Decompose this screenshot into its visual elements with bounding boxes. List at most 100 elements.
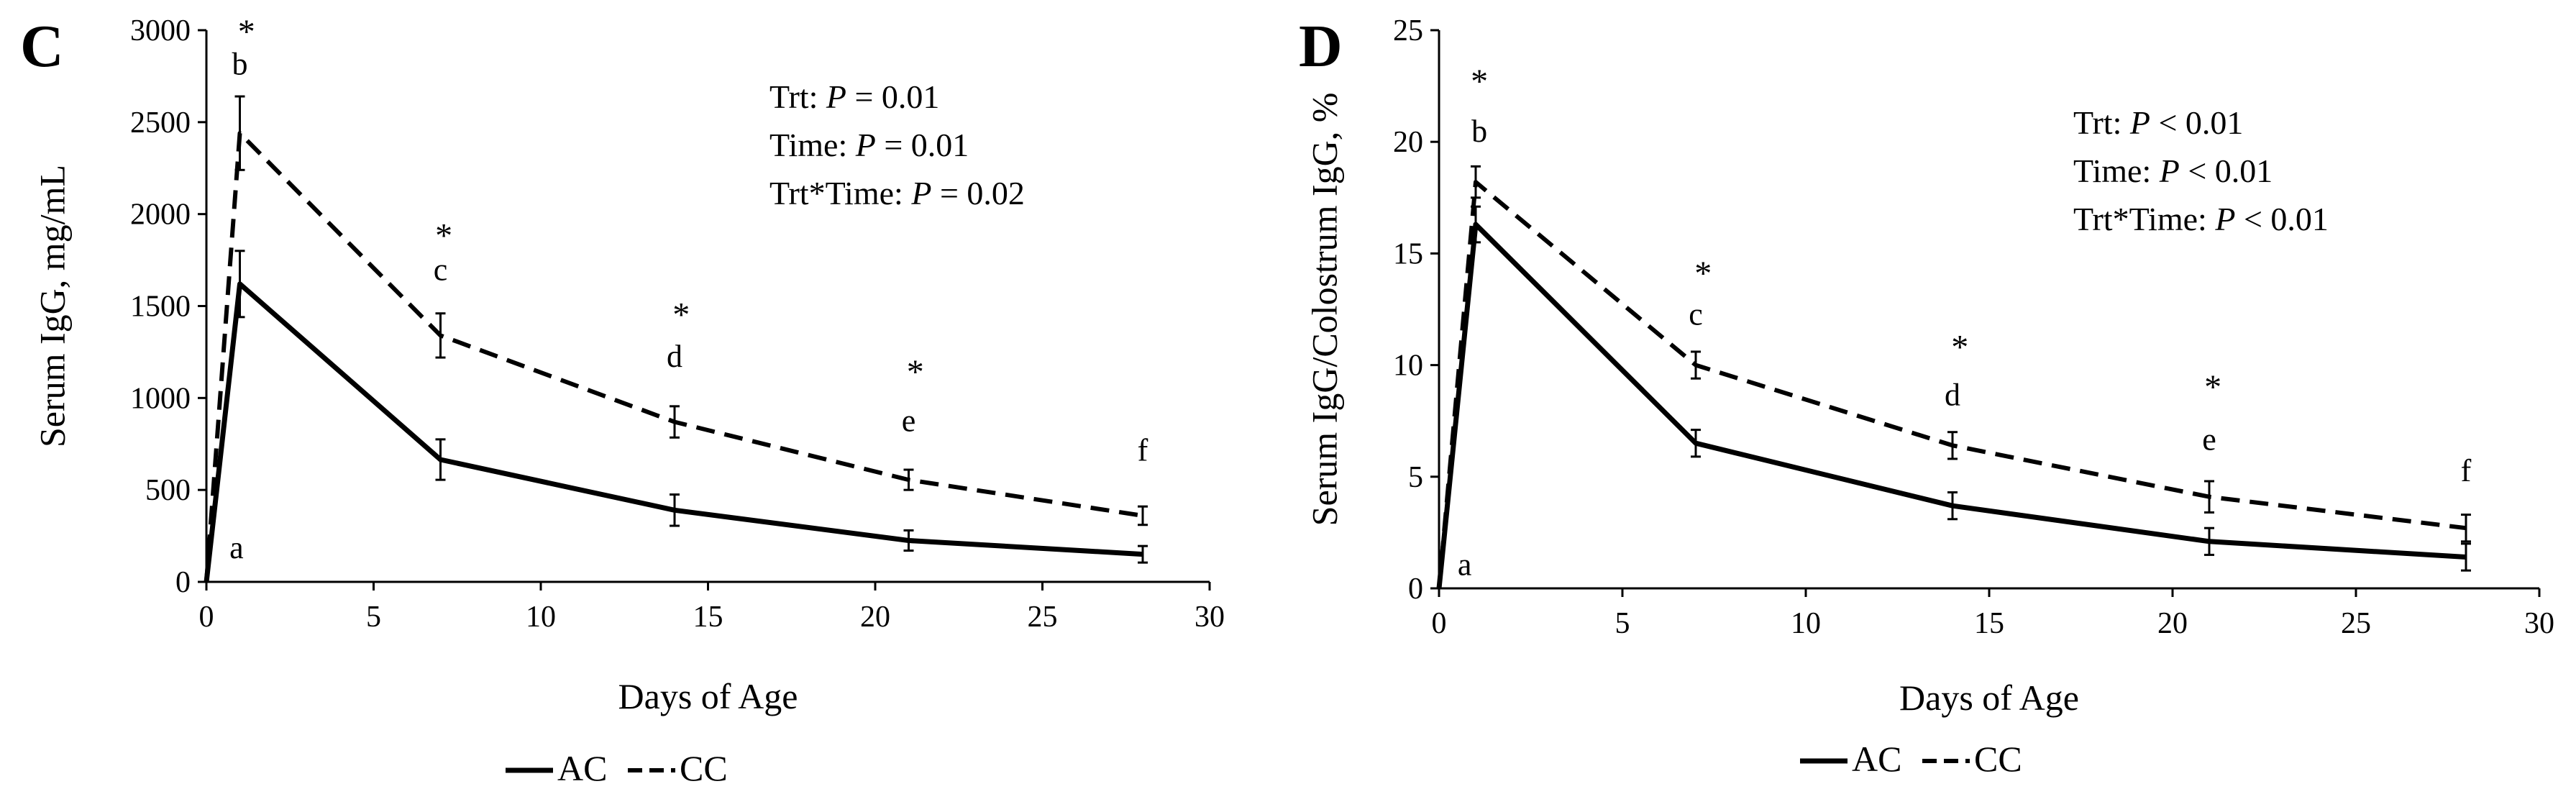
series-line-cc [1437,180,2467,589]
stat-line: Trt: P = 0.01 [769,78,939,115]
significance-star: * [907,353,924,391]
error-bar-ac [2204,526,2214,556]
group-letter-annotation: f [1138,432,1148,468]
error-bar-ac [1691,429,1701,458]
stat-prefix: Trt: [2073,104,2130,141]
chart-svg: C 0 500 1000 1500 2000 2500 3000 0 5 10 15 20 25 30 Day… [20,13,1225,788]
x-tick-label: 20 [860,601,890,634]
group-letter-annotation: e [902,403,916,438]
group-letter-annotation: e [2202,422,2216,457]
error-bar-cc [1138,505,1148,526]
stat-p-symbol: P [2214,201,2235,237]
stat-value: = 0.01 [846,78,939,115]
y-tick-label: 5 [1408,461,1423,494]
y-tick-label: 500 [145,474,191,507]
y-tick-label: 25 [1393,14,1423,47]
y-tick-label: 10 [1393,350,1423,383]
error-bar-cc [2204,480,2214,514]
stat-prefix: Time: [2073,152,2160,189]
significance-star: * [1951,328,1968,366]
x-tick-label: 15 [693,601,723,634]
chart-panel-d: D 0 5 10 15 20 25 0 5 10 15 20 25 30 Days of Age Serum … [1288,0,2576,807]
error-bar-ac [435,438,446,481]
error-bar-cc [2461,514,2471,543]
chart-svg: D 0 5 10 15 20 25 0 5 10 15 20 25 30 Days of Age Serum … [1299,13,2554,779]
stat-p-symbol: P [855,127,876,163]
significance-star: * [1471,63,1488,101]
stat-value: = 0.02 [931,175,1024,211]
error-bar-cc [1691,350,1701,380]
significance-star: * [2204,368,2221,406]
y-tick-label: 20 [1393,126,1423,159]
error-bar-cc [435,312,446,359]
stat-prefix: Trt*Time: [769,175,911,211]
x-tick-label: 30 [1195,601,1225,634]
significance-star: * [435,217,452,255]
stat-line: Time: P < 0.01 [2073,152,2273,189]
x-tick-label: 30 [2524,607,2554,640]
group-letter-annotation: a [229,530,244,565]
stat-value: = 0.01 [876,127,969,163]
x-axis-title: Days of Age [1899,678,2079,718]
error-bar-cc [1471,165,1481,199]
significance-star: * [1694,255,1712,293]
x-tick-label: 20 [2157,607,2188,640]
group-letter-annotation: c [434,252,448,288]
stat-value: < 0.01 [2150,104,2243,141]
group-letter-annotation: c [1689,297,1703,332]
error-bar-ac [670,493,680,527]
series-line-ac [204,281,1143,583]
series-line-ac [1436,222,2467,589]
y-tick-label: 1500 [130,291,191,324]
legend-label-cc: CC [680,748,728,788]
error-bar-cc [670,405,680,439]
y-tick-label: 15 [1393,237,1423,270]
y-tick-label: 1000 [130,382,191,415]
panel-letter: C [20,13,64,80]
chart-panel-c: C 0 500 1000 1500 2000 2500 3000 0 5 10 15 20 25 30 Day… [20,13,1225,788]
error-bar-ac [234,250,245,319]
error-bar-cc [903,468,914,491]
stat-line: Trt: P < 0.01 [2073,104,2243,141]
group-letter-annotation: a [1458,547,1472,582]
stat-value: < 0.01 [2180,152,2273,189]
significance-star: * [672,296,690,334]
group-letter-annotation: f [2461,453,2472,488]
stat-p-symbol: P [2159,152,2180,189]
stat-prefix: Trt*Time: [2073,201,2215,237]
x-tick-label: 0 [1432,607,1447,640]
legend-label-ac: AC [557,748,607,788]
y-tick-label: 2500 [130,106,191,140]
legend: AC CC [506,748,728,788]
x-tick-label: 10 [526,601,556,634]
x-tick-label: 15 [1974,607,2004,640]
stat-prefix: Time: [769,127,856,163]
error-bar-ac [1138,544,1148,564]
error-bar-ac [1947,491,1958,521]
stat-p-symbol: P [2129,104,2150,141]
stat-line: Trt*Time: P < 0.01 [2073,201,2329,237]
y-tick-label: 0 [1408,573,1423,606]
x-tick-label: 5 [1615,607,1630,640]
error-bar-ac [903,529,914,552]
y-tick-label: 0 [175,566,191,599]
x-tick-label: 10 [1791,607,1821,640]
panel-letter: D [1299,13,1343,80]
error-bar-ac [2461,542,2471,572]
legend: AC CC [1800,739,2022,779]
legend-label-ac: AC [1852,739,1901,779]
error-bar-cc [1947,431,1958,460]
stat-prefix: Trt: [769,78,826,115]
x-tick-label: 0 [199,601,214,634]
significance-star: * [238,13,255,51]
error-bar-cc [234,95,245,171]
stat-p-symbol: P [826,78,846,115]
y-tick-label: 3000 [130,14,191,47]
stat-line: Trt*Time: P = 0.02 [769,175,1025,211]
series-line-cc [204,131,1143,583]
stat-value: < 0.01 [2235,201,2328,237]
group-letter-annotation: d [1945,377,1960,412]
x-axis-title: Days of Age [618,676,798,716]
y-tick-label: 2000 [130,199,191,232]
y-axis-title: Serum IgG/Colostrum IgG, % [1305,93,1345,526]
